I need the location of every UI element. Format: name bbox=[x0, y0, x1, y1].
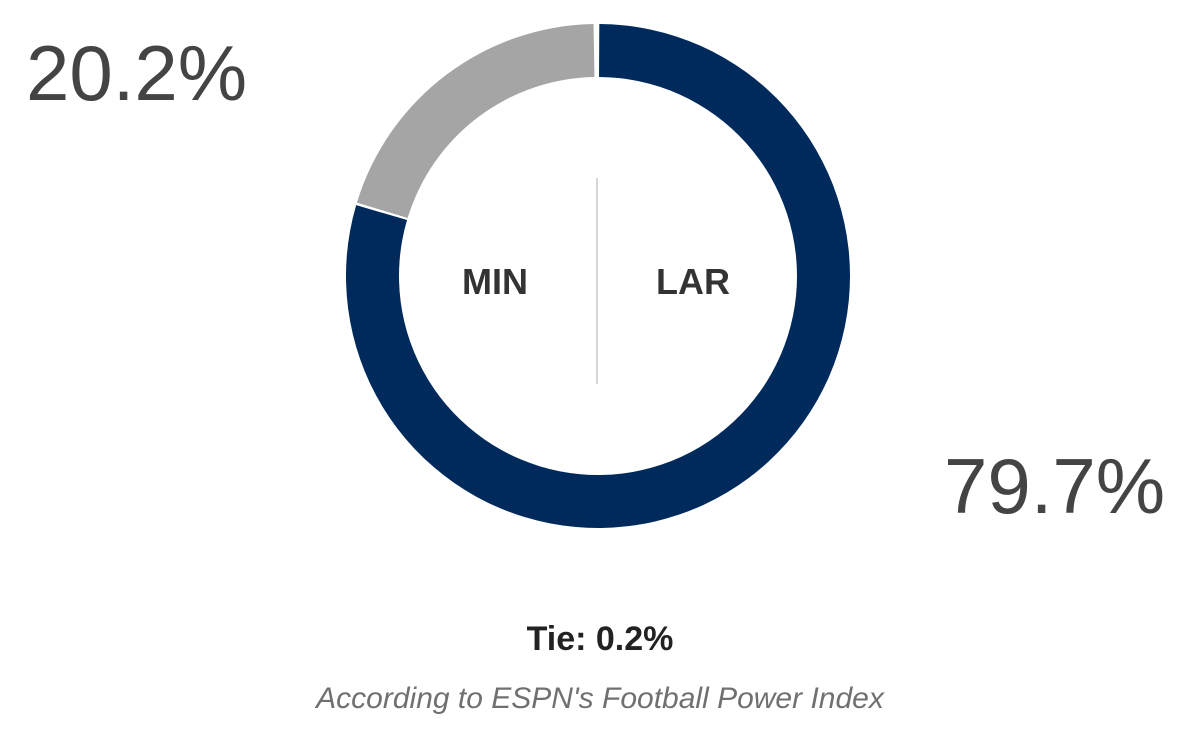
donut-slice-tie bbox=[596, 24, 597, 78]
away-win-percentage: 20.2% bbox=[26, 29, 248, 117]
donut-slice-min bbox=[356, 24, 595, 219]
home-win-percentage: 79.7% bbox=[944, 442, 1166, 530]
team-divider bbox=[596, 178, 598, 384]
home-team-label: LAR bbox=[656, 261, 730, 302]
away-team-label: MIN bbox=[462, 261, 528, 302]
tie-probability: Tie: 0.2% bbox=[526, 620, 674, 658]
source-caption: According to ESPN's Football Power Index bbox=[316, 682, 884, 715]
